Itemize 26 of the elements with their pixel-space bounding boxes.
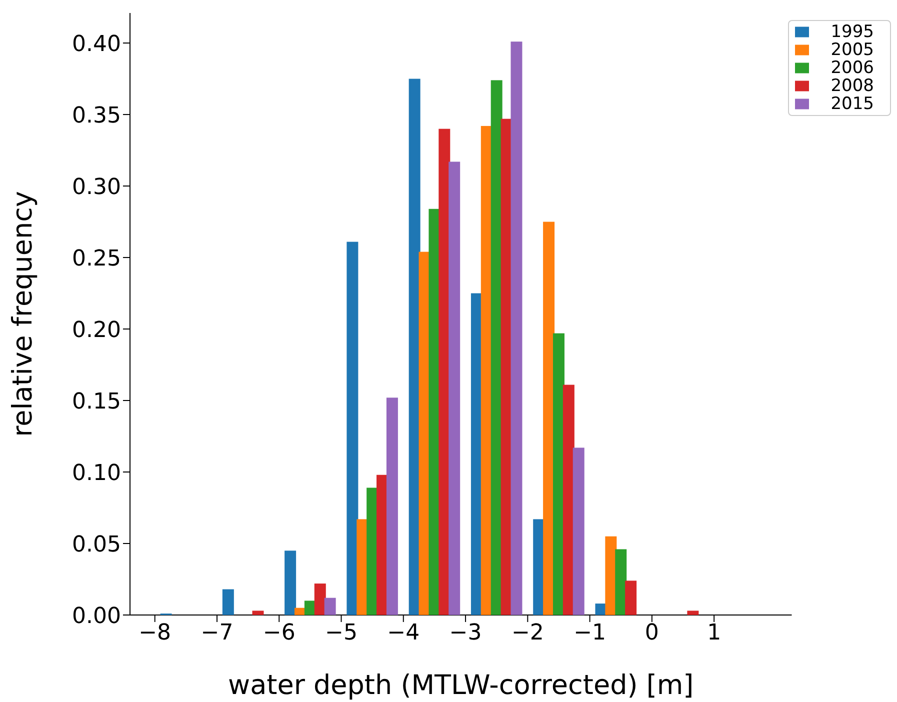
y-axis-title: relative frequency — [8, 191, 39, 437]
x-tick-label: −4 — [387, 620, 420, 646]
x-tick-label: −7 — [200, 620, 234, 646]
x-tick-label: 1 — [707, 620, 722, 646]
y-tick-label: 0.05 — [72, 532, 121, 558]
legend-label: 2008 — [830, 76, 874, 96]
x-axis-title: water depth (MTLW-corrected) [m] — [228, 670, 694, 701]
y-tick-label: 0.00 — [72, 604, 121, 629]
legend-label: 2005 — [830, 40, 874, 60]
y-tick-label: 0.25 — [72, 246, 121, 272]
y-tick-label: 0.10 — [72, 460, 121, 486]
x-tick-label: −8 — [138, 620, 172, 646]
y-tick-label: 0.30 — [72, 174, 121, 200]
y-tick-label: 0.40 — [72, 32, 121, 57]
y-tick-label: 0.20 — [72, 318, 121, 343]
y-tick-label: 0.15 — [72, 389, 121, 414]
legend-label: 1995 — [830, 22, 874, 42]
x-tick-label: −1 — [574, 620, 606, 646]
x-tick-label: −3 — [449, 620, 482, 646]
x-tick-label: −2 — [511, 620, 544, 646]
x-tick-label: 0 — [644, 620, 659, 646]
y-tick-label: 0.35 — [72, 103, 121, 128]
x-tick-label: −6 — [262, 620, 296, 646]
x-tick-label: −5 — [325, 620, 358, 646]
legend-label: 2015 — [830, 94, 874, 114]
legend-label: 2006 — [830, 58, 874, 78]
